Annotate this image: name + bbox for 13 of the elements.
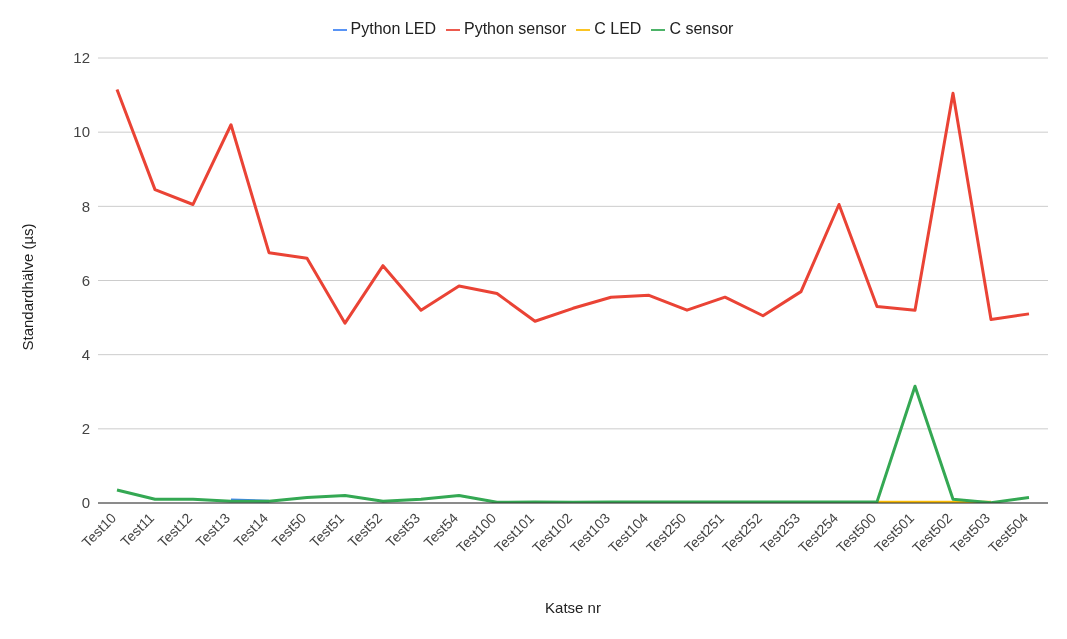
y-tick-label: 10 [73, 123, 90, 141]
y-tick-label: 0 [81, 494, 90, 512]
y-tick-label: 4 [81, 345, 90, 363]
legend-label: C sensor [669, 20, 734, 37]
y-tick-label: 8 [81, 197, 90, 215]
legend-label: C LED [594, 20, 642, 37]
x-axis-title: Katse nr [545, 599, 601, 616]
legend-label: Python sensor [463, 20, 567, 37]
y-tick-label: 12 [73, 49, 90, 67]
y-tick-label: 6 [81, 271, 90, 289]
y-axis-title: Standardhälve (µs) [19, 223, 37, 351]
legend-label: Python LED [350, 20, 436, 37]
y-tick-label: 2 [81, 420, 90, 438]
